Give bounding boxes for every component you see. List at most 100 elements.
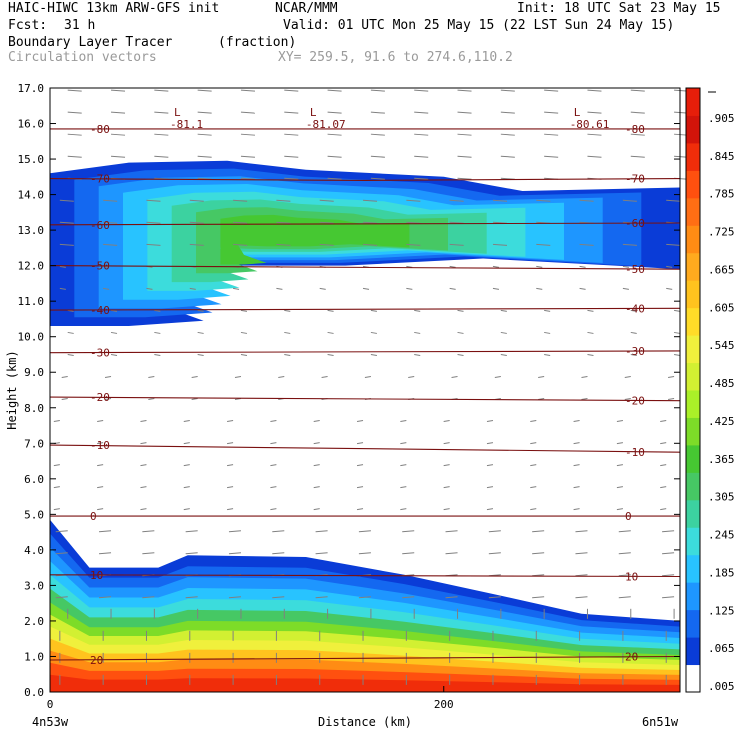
- x-axis-label: Distance (km): [318, 715, 412, 729]
- y-tick-label: 11.0: [18, 295, 45, 308]
- vector-322: [362, 221, 378, 224]
- vector-239: [674, 353, 681, 356]
- vector-label: Circulation vectors: [8, 50, 157, 65]
- vector-249: [457, 331, 464, 334]
- colorbar-label: .185: [708, 566, 735, 579]
- x-endpoint-left: 4n53w: [32, 715, 69, 729]
- vector-317: [146, 221, 161, 224]
- vector-125: [270, 508, 277, 511]
- vector-102: [575, 552, 588, 555]
- vector-155: [270, 464, 277, 467]
- vector-109: [228, 530, 242, 533]
- vector-350: [284, 177, 299, 180]
- vector-178: [616, 442, 623, 445]
- vector-151: [97, 464, 104, 467]
- vector-312: [579, 243, 594, 246]
- vector-273: [189, 287, 196, 290]
- colorbar-swatch-21: [686, 88, 700, 116]
- vector-351: [327, 177, 342, 180]
- vector-224: [668, 376, 675, 378]
- vector-321: [319, 221, 334, 224]
- vector-378: [197, 133, 212, 136]
- vector-210: [61, 376, 68, 378]
- colorbar-label: .305: [708, 491, 735, 504]
- vector-113: [402, 530, 415, 533]
- vector-129: [443, 508, 450, 511]
- vector-284: [666, 287, 673, 290]
- contour-line-5: [49, 350, 681, 354]
- low-marker-1: L: [310, 106, 317, 119]
- colorbar-label: .425: [708, 415, 735, 428]
- low-marker-layer: L-81.1L-81.07L-80.61: [170, 106, 609, 131]
- vector-405: [67, 89, 82, 92]
- vector-180: [53, 420, 60, 423]
- upper-tracer-shade-7: [220, 214, 410, 265]
- colorbar-swatch-0: [686, 664, 700, 693]
- contour-label-right: -10: [625, 446, 645, 459]
- vector-66: [315, 596, 328, 599]
- vector-414: [457, 89, 472, 92]
- vector-276: [319, 287, 326, 290]
- init-time: Init: 18 UTC Sat 23 May 15: [517, 1, 721, 16]
- vector-100: [488, 552, 501, 555]
- vector-240: [67, 331, 74, 334]
- vector-354: [457, 177, 472, 180]
- vector-134: [660, 508, 667, 511]
- vector-191: [530, 420, 537, 423]
- vector-313: [622, 243, 637, 246]
- contour-label-left: -40: [90, 304, 110, 317]
- vector-387: [587, 133, 602, 136]
- vector-136: [97, 486, 104, 489]
- vector-372: [587, 155, 602, 158]
- low-value-0: -81.1: [170, 118, 203, 131]
- contour-label-right: -40: [625, 302, 645, 315]
- vector-336: [319, 199, 334, 202]
- vector-123: [183, 508, 190, 511]
- vector-236: [544, 353, 551, 356]
- vector-94: [228, 552, 242, 555]
- vector-174: [443, 442, 450, 445]
- vector-266: [544, 309, 551, 312]
- colorbar-label: .605: [708, 301, 735, 314]
- vector-150: [53, 464, 60, 467]
- vector-63: [185, 596, 198, 599]
- vector-286: [103, 265, 110, 268]
- vector-339: [449, 199, 464, 202]
- vector-225: [67, 353, 74, 356]
- vector-131: [530, 508, 537, 511]
- vector-337: [362, 199, 378, 202]
- colorbar-swatch-4: [686, 554, 700, 583]
- vector-267: [587, 309, 594, 312]
- vector-211: [104, 376, 112, 378]
- org-title: NCAR/MMM: [275, 1, 338, 16]
- vector-64: [228, 596, 242, 599]
- vector-334: [233, 199, 248, 202]
- contour-line-1: [49, 178, 681, 181]
- vector-89: [662, 574, 675, 577]
- vector-148: [616, 486, 623, 489]
- vector-263: [414, 309, 421, 312]
- vector-331: [103, 199, 118, 202]
- vector-282: [579, 287, 586, 290]
- vector-248: [414, 331, 421, 334]
- vector-231: [327, 353, 334, 356]
- vector-182: [140, 420, 147, 423]
- vector-71: [532, 596, 545, 599]
- colorbar-swatch-1: [686, 637, 700, 666]
- vector-222: [581, 376, 588, 378]
- vector-306: [319, 243, 334, 246]
- vector-241: [110, 331, 118, 334]
- vector-145: [486, 486, 494, 489]
- colorbar-swatch-8: [686, 444, 700, 473]
- vector-133: [616, 508, 623, 511]
- vector-146: [530, 486, 537, 489]
- vector-238: [630, 353, 637, 356]
- colorbar: .005 .065 .125 .185 .245 .305 .365 .425 .485 .545…: [685, 87, 735, 693]
- vector-229: [240, 353, 248, 356]
- vector-187: [356, 420, 364, 423]
- vector-370: [500, 155, 515, 158]
- vector-256: [110, 309, 118, 312]
- vector-154: [227, 464, 234, 467]
- vector-90: [55, 552, 68, 555]
